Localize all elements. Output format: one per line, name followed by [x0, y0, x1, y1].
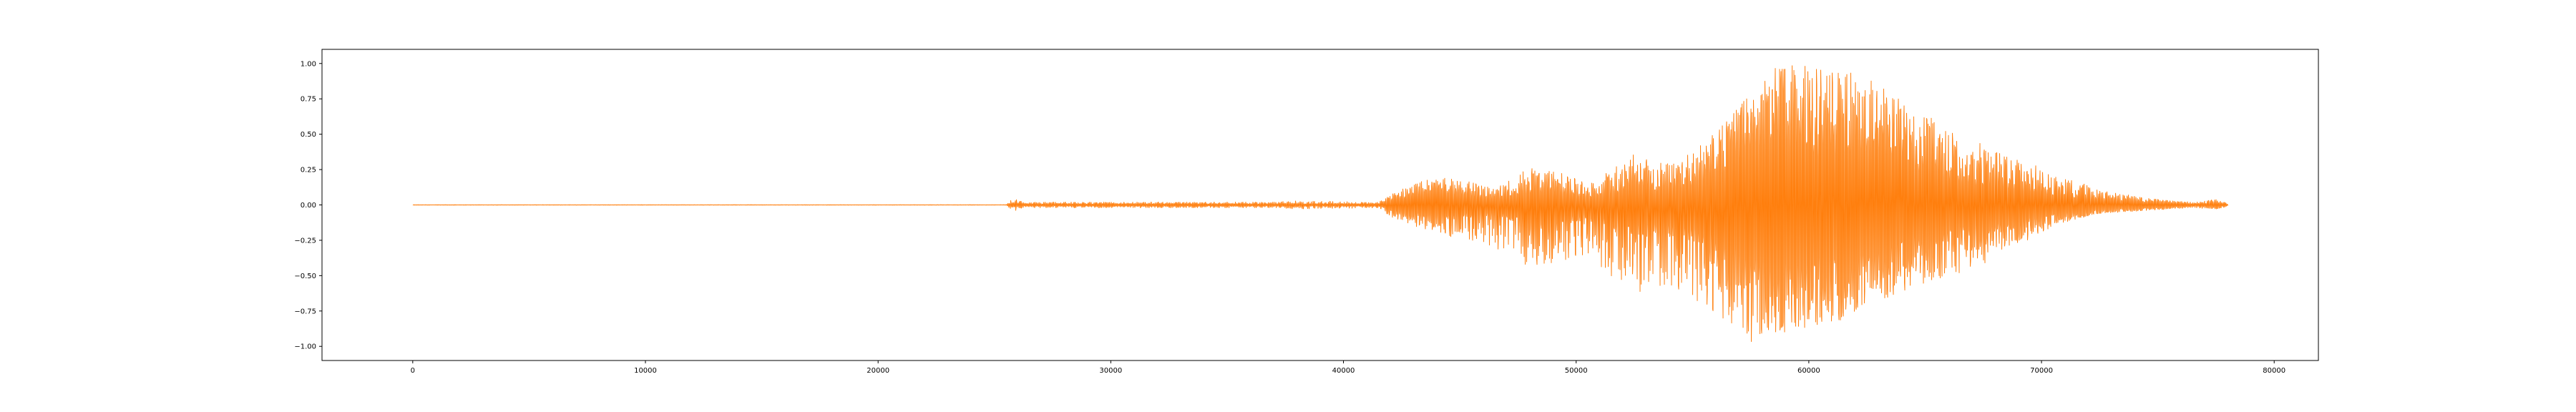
y-axis: −1.00 −0.75 −0.50 −0.25 0.00 0.25 0.50 0.75 1.00 [294, 60, 322, 351]
x-tick-label-5: 50000 [1565, 367, 1588, 375]
x-tick-label-2: 20000 [867, 367, 889, 375]
y-tick-label-1: −0.75 [294, 308, 316, 315]
plot-area [321, 49, 2319, 361]
x-axis: 0 10000 20000 30000 40000 50000 60000 70000 8000… [411, 360, 2285, 375]
y-tick-label-6: 0.50 [301, 131, 316, 139]
x-tick-label-4: 40000 [1332, 367, 1355, 375]
y-tick-label-2: −0.50 [294, 273, 316, 280]
y-tick-label-3: −0.25 [294, 237, 316, 245]
x-tick-label-3: 30000 [1099, 367, 1122, 375]
y-tick-label-4: 0.00 [301, 202, 316, 210]
x-tick-label-6: 60000 [1797, 367, 1820, 375]
y-tick-label-7: 0.75 [301, 96, 316, 104]
y-tick-label-8: 1.00 [301, 60, 316, 68]
y-tick-label-5: 0.25 [301, 167, 316, 175]
x-tick-label-7: 70000 [2030, 367, 2053, 375]
x-tick-label-8: 80000 [2263, 367, 2285, 375]
waveform-series [412, 65, 2228, 343]
y-tick-label-0: −1.00 [294, 343, 316, 351]
waveform-line-0 [412, 65, 2228, 343]
x-tick-label-1: 10000 [634, 367, 657, 375]
x-tick-label-0: 0 [411, 367, 415, 375]
